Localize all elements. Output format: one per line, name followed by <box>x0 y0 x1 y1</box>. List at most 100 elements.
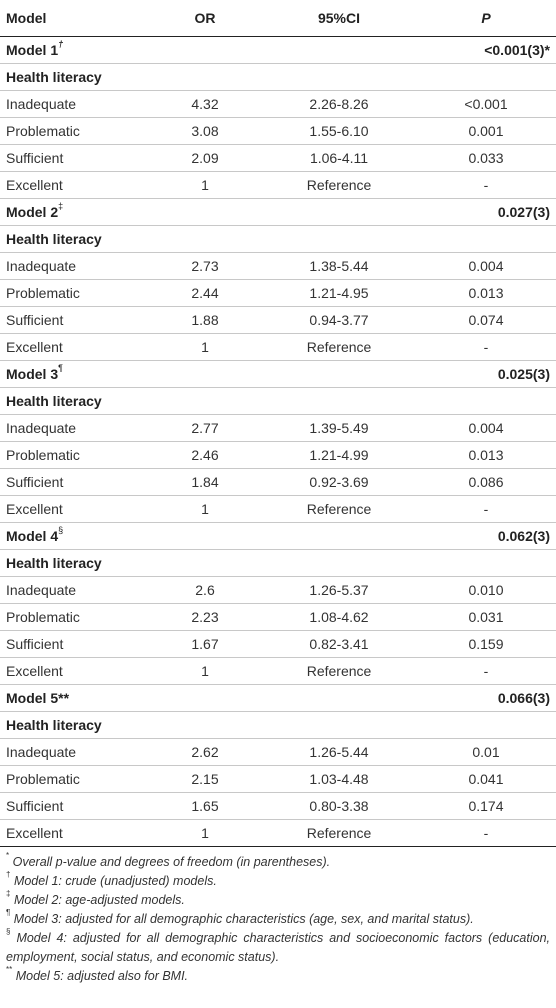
table-row: Problematic 2.46 1.21-4.99 0.013 <box>0 441 556 469</box>
model-row: Model 1† <0.001(3)* <box>0 36 556 64</box>
level-label: Problematic <box>0 603 148 631</box>
table-row: Inadequate 4.32 2.26-8.26 <0.001 <box>0 90 556 118</box>
level-label: Problematic <box>0 279 148 307</box>
odds-ratio: 2.77 <box>148 414 262 442</box>
header-row: Model OR 95%CI P <box>0 0 556 37</box>
table-row: Excellent 1 Reference - <box>0 657 556 685</box>
confidence-interval: 1.21-4.95 <box>262 279 416 307</box>
footnote-text: Model 3: adjusted for all demographic ch… <box>13 911 474 926</box>
header-model: Model <box>0 0 148 37</box>
subgroup-row: Health literacy <box>0 63 556 91</box>
p-value: 0.013 <box>416 279 556 307</box>
regression-table-figure: Model OR 95%CI P Model 1† <0.001(3)* Healt… <box>0 0 556 986</box>
subgroup-row: Health literacy <box>0 225 556 253</box>
footnote: ** Model 5: adjusted also for BMI. <box>6 966 550 986</box>
odds-ratio: 1 <box>148 819 262 847</box>
model-name: Model 1 <box>6 41 59 58</box>
odds-ratio: 2.23 <box>148 603 262 631</box>
level-label: Excellent <box>0 657 148 685</box>
p-value: - <box>416 333 556 361</box>
model-p-value: 0.027(3) <box>416 198 556 226</box>
p-value: 0.174 <box>416 792 556 820</box>
model-p-value: 0.062(3) <box>416 522 556 550</box>
footnote: * Overall p-value and degrees of freedom… <box>6 852 550 872</box>
level-label: Sufficient <box>0 468 148 496</box>
table-row: Problematic 2.15 1.03-4.48 0.041 <box>0 765 556 793</box>
table-row: Excellent 1 Reference - <box>0 171 556 199</box>
level-label: Sufficient <box>0 792 148 820</box>
model-name: Model 2 <box>6 203 59 220</box>
confidence-interval: Reference <box>262 819 416 847</box>
footnote-text: Model 2: age-adjusted models. <box>13 892 185 907</box>
model-name: Model 3 <box>6 365 59 382</box>
model-label-cell: Model 4§ <box>0 522 416 550</box>
level-label: Excellent <box>0 819 148 847</box>
table-row: Inadequate 2.77 1.39-5.49 0.004 <box>0 414 556 442</box>
odds-ratio: 2.15 <box>148 765 262 793</box>
level-label: Sufficient <box>0 306 148 334</box>
table-body: Model 1† <0.001(3)* Health literacy Inadequ… <box>0 36 556 847</box>
model-footnote-mark: † <box>58 38 64 49</box>
confidence-interval: 1.03-4.48 <box>262 765 416 793</box>
model-row: Model 5** 0.066(3) <box>0 684 556 712</box>
odds-ratio: 1.88 <box>148 306 262 334</box>
level-label: Sufficient <box>0 630 148 658</box>
model-row: Model 3¶ 0.025(3) <box>0 360 556 388</box>
model-label-cell: Model 5** <box>0 684 416 712</box>
table-row: Excellent 1 Reference - <box>0 819 556 847</box>
p-value: 0.041 <box>416 765 556 793</box>
table-row: Sufficient 1.88 0.94-3.77 0.074 <box>0 306 556 334</box>
model-row: Model 2‡ 0.027(3) <box>0 198 556 226</box>
odds-ratio: 3.08 <box>148 117 262 145</box>
level-label: Inadequate <box>0 252 148 280</box>
model-footnote-mark: ‡ <box>58 200 64 211</box>
p-value: - <box>416 657 556 685</box>
model-p-value: 0.066(3) <box>416 684 556 712</box>
table-row: Inadequate 2.6 1.26-5.37 0.010 <box>0 576 556 604</box>
odds-ratio: 1.84 <box>148 468 262 496</box>
confidence-interval: Reference <box>262 657 416 685</box>
odds-ratio: 2.73 <box>148 252 262 280</box>
odds-ratio: 1.65 <box>148 792 262 820</box>
p-value: 0.086 <box>416 468 556 496</box>
table-row: Inadequate 2.62 1.26-5.44 0.01 <box>0 738 556 766</box>
confidence-interval: Reference <box>262 495 416 523</box>
odds-ratio: 1 <box>148 657 262 685</box>
odds-ratio: 1 <box>148 171 262 199</box>
subgroup-label: Health literacy <box>0 711 556 739</box>
footnote-text: Model 1: crude (unadjusted) models. <box>13 873 217 888</box>
odds-ratio: 2.62 <box>148 738 262 766</box>
table-row: Problematic 2.23 1.08-4.62 0.031 <box>0 603 556 631</box>
confidence-interval: Reference <box>262 333 416 361</box>
level-label: Excellent <box>0 495 148 523</box>
p-value: 0.074 <box>416 306 556 334</box>
table-row: Problematic 3.08 1.55-6.10 0.001 <box>0 117 556 145</box>
model-label-cell: Model 2‡ <box>0 198 416 226</box>
subgroup-label: Health literacy <box>0 387 556 415</box>
footnote-mark: ¶ <box>6 908 11 918</box>
footnote: § Model 4: adjusted for all demographic … <box>6 927 550 967</box>
subgroup-row: Health literacy <box>0 387 556 415</box>
footnote-mark: § <box>6 927 11 937</box>
model-p-value: <0.001(3)* <box>416 36 556 64</box>
level-label: Inadequate <box>0 90 148 118</box>
odds-ratio: 2.6 <box>148 576 262 604</box>
odds-ratio: 2.44 <box>148 279 262 307</box>
confidence-interval: 0.82-3.41 <box>262 630 416 658</box>
table-row: Sufficient 2.09 1.06-4.11 0.033 <box>0 144 556 172</box>
model-p-value: 0.025(3) <box>416 360 556 388</box>
table-row: Sufficient 1.65 0.80-3.38 0.174 <box>0 792 556 820</box>
confidence-interval: 1.55-6.10 <box>262 117 416 145</box>
subgroup-label: Health literacy <box>0 225 556 253</box>
footnote-text: Overall p-value and degrees of freedom (… <box>12 854 331 869</box>
odds-ratio: 1 <box>148 333 262 361</box>
p-value: - <box>416 819 556 847</box>
header-ci: 95%CI <box>262 0 416 37</box>
p-value: 0.031 <box>416 603 556 631</box>
level-label: Sufficient <box>0 144 148 172</box>
level-label: Problematic <box>0 441 148 469</box>
table-row: Sufficient 1.84 0.92-3.69 0.086 <box>0 468 556 496</box>
odds-ratio: 1 <box>148 495 262 523</box>
level-label: Problematic <box>0 765 148 793</box>
model-row: Model 4§ 0.062(3) <box>0 522 556 550</box>
